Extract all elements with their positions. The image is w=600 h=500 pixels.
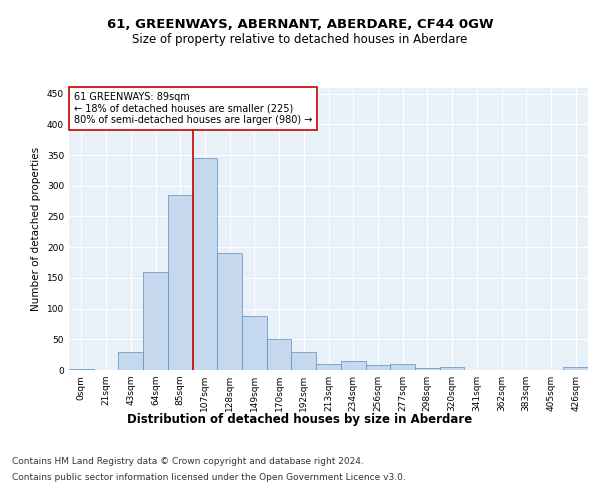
Bar — [292, 352, 316, 370]
Bar — [341, 361, 365, 370]
Bar — [118, 352, 143, 370]
Text: Contains public sector information licensed under the Open Government Licence v3: Contains public sector information licen… — [12, 472, 406, 482]
Bar — [168, 195, 193, 370]
Text: Contains HM Land Registry data © Crown copyright and database right 2024.: Contains HM Land Registry data © Crown c… — [12, 458, 364, 466]
Bar — [193, 158, 217, 370]
Y-axis label: Number of detached properties: Number of detached properties — [31, 146, 41, 311]
Text: 61, GREENWAYS, ABERNANT, ABERDARE, CF44 0GW: 61, GREENWAYS, ABERNANT, ABERDARE, CF44 … — [107, 18, 493, 30]
Bar — [316, 364, 341, 370]
Text: 61 GREENWAYS: 89sqm
← 18% of detached houses are smaller (225)
80% of semi-detac: 61 GREENWAYS: 89sqm ← 18% of detached ho… — [74, 92, 313, 125]
Bar — [440, 367, 464, 370]
Text: Size of property relative to detached houses in Aberdare: Size of property relative to detached ho… — [133, 32, 467, 46]
Bar — [267, 340, 292, 370]
Bar — [69, 369, 94, 370]
Text: Distribution of detached houses by size in Aberdare: Distribution of detached houses by size … — [127, 412, 473, 426]
Bar — [143, 272, 168, 370]
Bar — [390, 364, 415, 370]
Bar — [242, 316, 267, 370]
Bar — [365, 365, 390, 370]
Bar — [563, 367, 588, 370]
Bar — [415, 368, 440, 370]
Bar — [217, 254, 242, 370]
